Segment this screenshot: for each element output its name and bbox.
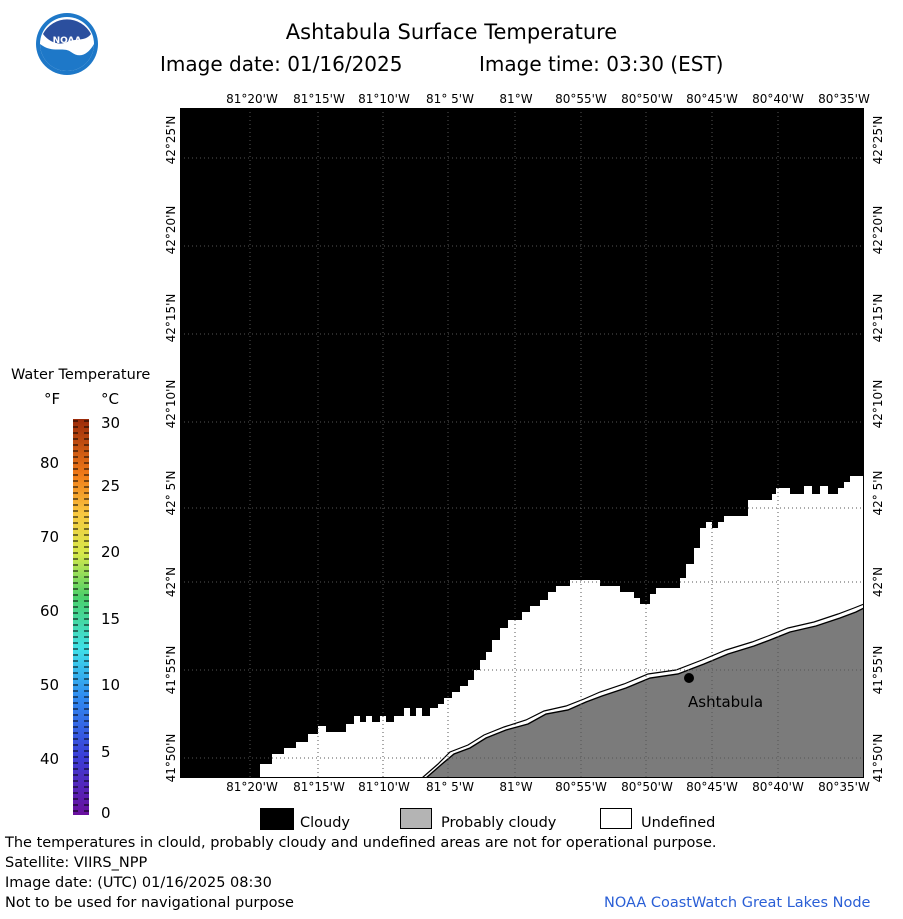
top-lon-tick: 80°40'W <box>752 92 804 106</box>
right-lat-tick: 41°50'N <box>871 733 885 783</box>
city-marker <box>684 673 694 683</box>
left-lat-tick: 41°55'N <box>164 645 178 695</box>
footer-satellite: Satellite: VIIRS_NPP <box>5 855 148 871</box>
right-lat-tick: 42°10'N <box>871 379 885 429</box>
right-lat-tick: 42°25'N <box>871 115 885 165</box>
page-title: Ashtabula Surface Temperature <box>285 20 618 44</box>
top-lon-tick: 80°35'W <box>818 92 870 106</box>
image-time: Image time: 03:30 (EST) <box>479 52 724 76</box>
right-lat-tick: 42°15'N <box>871 293 885 343</box>
bottom-lon-tick: 80°45'W <box>686 780 738 794</box>
scale-c-label: 30 <box>101 414 121 432</box>
footer-navigation-warning: Not to be used for navigational purpose <box>5 895 294 911</box>
top-lon-tick: 80°50'W <box>621 92 673 106</box>
right-lat-tick: 41°55'N <box>871 645 885 695</box>
logo-text: NOAA <box>53 36 82 46</box>
bottom-lon-tick: 81°W <box>499 780 533 794</box>
scale-c-label: 10 <box>101 676 121 694</box>
footer-disclaimer: The temperatures in clould, probably clo… <box>5 835 717 851</box>
top-lon-tick: 81°W <box>499 92 533 106</box>
scale-c-label: 25 <box>101 477 121 495</box>
left-lat-tick: 42°20'N <box>164 205 178 255</box>
right-lat-tick: 42°20'N <box>871 205 885 255</box>
legend-probably-cloudy: Probably cloudy <box>441 815 557 831</box>
top-lon-tick: 80°45'W <box>686 92 738 106</box>
bottom-lon-tick: 80°50'W <box>621 780 673 794</box>
cloudy-area <box>180 108 864 778</box>
left-lat-tick: 42°10'N <box>164 379 178 429</box>
scale-c-label: 0 <box>101 804 111 822</box>
bottom-lon-tick: 81°15'W <box>293 780 345 794</box>
left-lat-tick: 42°15'N <box>164 293 178 343</box>
legend-swatch-probably-cloudy <box>400 808 432 829</box>
bottom-lon-tick: 80°40'W <box>752 780 804 794</box>
legend-swatch-undefined <box>600 808 632 829</box>
scale-f-label: 50 <box>40 676 60 694</box>
legend-swatch-cloudy <box>260 808 294 830</box>
city-label: Ashtabula <box>688 693 763 711</box>
right-lat-tick: 42° 5'N <box>871 470 885 516</box>
scale-c-label: 20 <box>101 543 121 561</box>
legend-cloudy: Cloudy <box>300 815 350 831</box>
left-lat-tick: 42°25'N <box>164 115 178 165</box>
scale-f-label: 80 <box>40 454 60 472</box>
image-date: Image date: 01/16/2025 <box>160 52 403 76</box>
right-lat-tick: 42°N <box>871 566 885 598</box>
footer-utc-date: Image date: (UTC) 01/16/2025 08:30 <box>5 875 272 891</box>
noaa-logo: NOAA <box>35 12 99 76</box>
scale-c-label: 15 <box>101 610 121 628</box>
scale-f-label: 70 <box>40 528 60 546</box>
scale-f-label: 40 <box>40 750 60 768</box>
top-lon-tick: 81°15'W <box>293 92 345 106</box>
bottom-lon-tick: 81° 5'W <box>426 780 474 794</box>
scale-f-label: 60 <box>40 602 60 620</box>
unit-f: °F <box>44 390 61 408</box>
top-lon-tick: 81°10'W <box>358 92 410 106</box>
map-area: Ashtabula <box>180 108 865 779</box>
scale-title: Water Temperature <box>11 367 151 383</box>
unit-c: °C <box>101 390 119 408</box>
left-lat-tick: 41°50'N <box>164 733 178 783</box>
temperature-colorbar <box>69 419 93 815</box>
top-lon-tick: 80°55'W <box>555 92 607 106</box>
bottom-lon-tick: 81°20'W <box>226 780 278 794</box>
legend-undefined: Undefined <box>641 815 716 831</box>
top-lon-tick: 81°20'W <box>226 92 278 106</box>
bottom-lon-tick: 80°55'W <box>555 780 607 794</box>
bottom-lon-tick: 80°35'W <box>818 780 870 794</box>
scale-c-label: 5 <box>101 743 111 761</box>
footer-credit: NOAA CoastWatch Great Lakes Node <box>604 895 871 911</box>
left-lat-tick: 42° 5'N <box>164 470 178 516</box>
land-area <box>426 608 864 778</box>
top-lon-tick: 81° 5'W <box>426 92 474 106</box>
bottom-lon-tick: 81°10'W <box>358 780 410 794</box>
left-lat-tick: 42°N <box>164 566 178 598</box>
